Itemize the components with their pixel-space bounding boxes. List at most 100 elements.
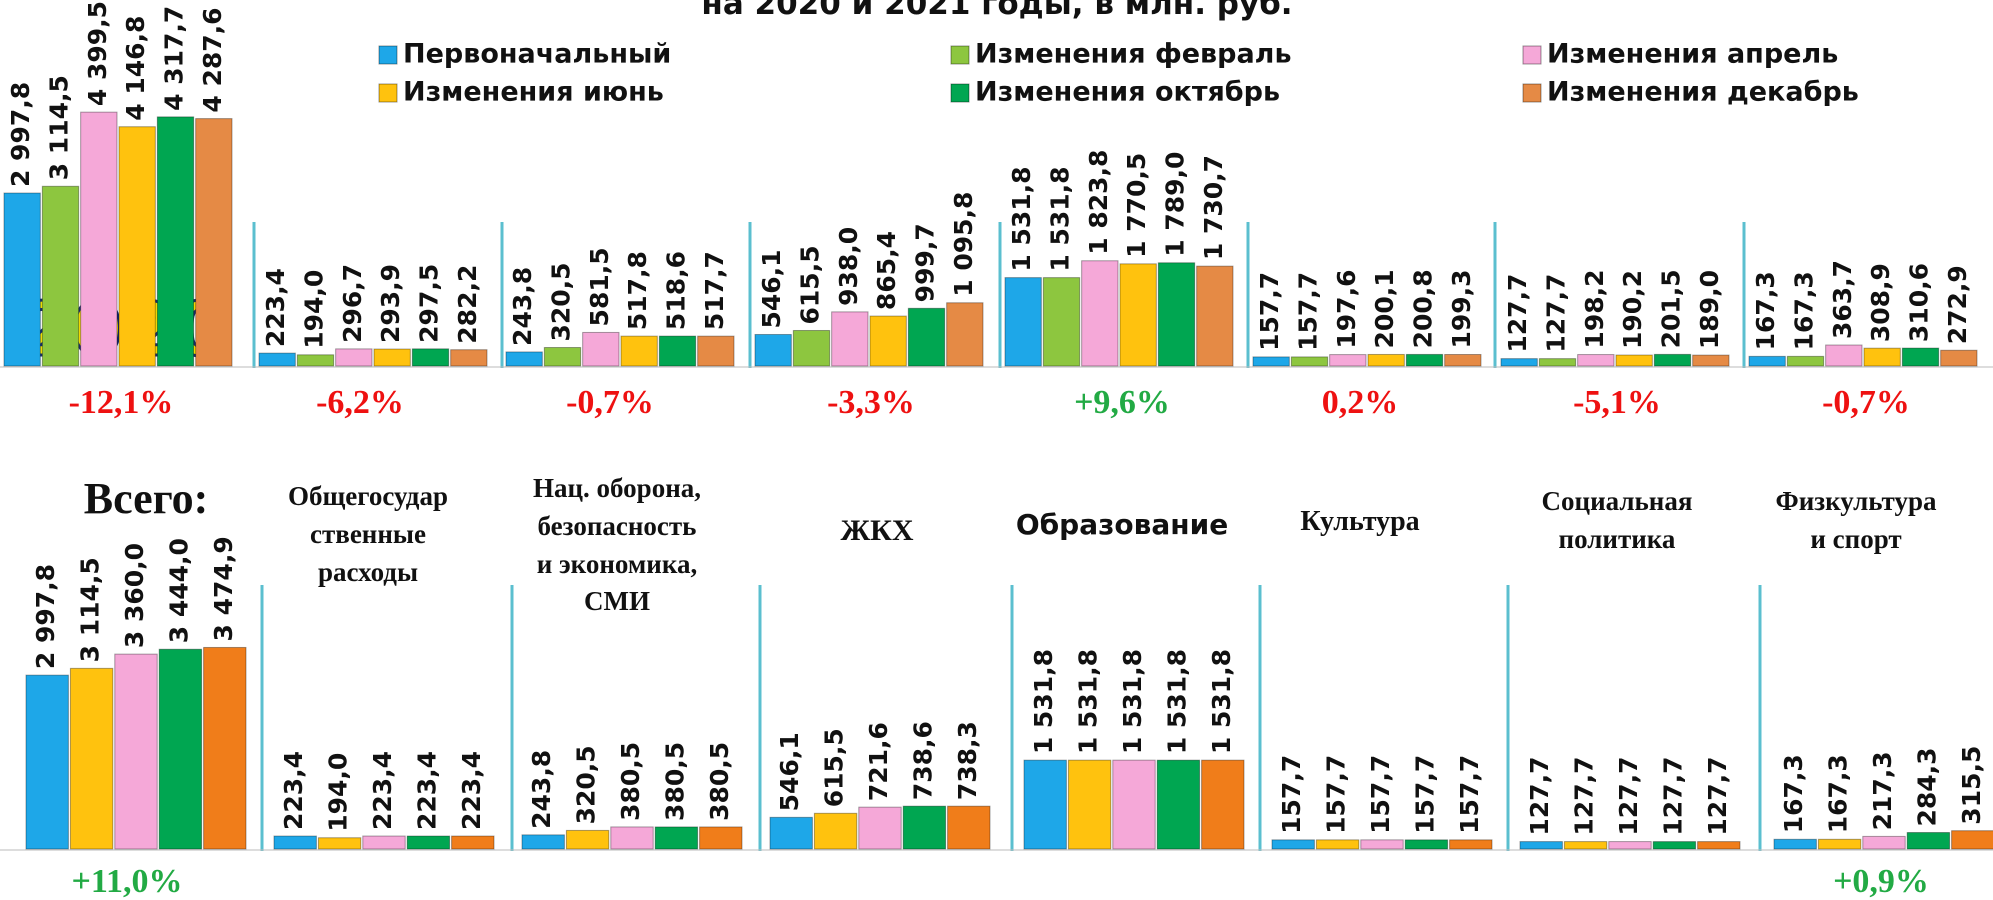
value-label: 1 095,8 <box>949 192 978 297</box>
bar <box>1818 839 1860 849</box>
value-label: 284,3 <box>1912 747 1941 826</box>
value-label: 199,3 <box>1447 269 1476 348</box>
bar <box>1120 264 1156 366</box>
value-label: 223,4 <box>279 751 308 830</box>
bar <box>793 330 829 366</box>
bar <box>611 827 653 849</box>
legend-label: Первоначальный <box>403 39 671 70</box>
bar <box>908 308 944 366</box>
value-label: 167,3 <box>1824 754 1853 833</box>
bar <box>506 352 542 366</box>
change-annotation: +9,6% <box>1074 384 1170 421</box>
bar <box>1330 355 1366 366</box>
value-label: 167,3 <box>1779 754 1808 833</box>
bar <box>1564 842 1606 849</box>
bar <box>70 668 112 849</box>
value-label: 127,7 <box>1503 274 1532 353</box>
bar <box>700 827 742 849</box>
value-label: 1 531,8 <box>1162 649 1191 754</box>
bar <box>26 675 68 849</box>
bar <box>363 836 405 849</box>
bar <box>1578 355 1614 366</box>
value-label: 157,7 <box>1294 272 1323 351</box>
value-label: 4 146,8 <box>121 16 150 121</box>
value-label: 3 114,5 <box>45 75 74 180</box>
legend-swatch <box>1523 84 1541 102</box>
value-label: 320,5 <box>572 745 601 824</box>
legend-label: Изменения февраль <box>975 39 1292 70</box>
value-label: 320,5 <box>547 262 576 341</box>
bar <box>274 836 316 849</box>
bar <box>1952 831 1993 849</box>
value-label: 157,7 <box>1277 755 1306 834</box>
value-label: 243,8 <box>527 750 556 829</box>
bar <box>1539 359 1575 366</box>
change-annotation: 0,2% <box>1322 384 1399 421</box>
value-label: 315,5 <box>1957 746 1986 825</box>
bar <box>544 348 580 366</box>
value-label: 310,6 <box>1905 263 1934 342</box>
bar <box>659 336 695 366</box>
bar <box>1405 840 1447 849</box>
bar <box>407 836 449 849</box>
bar <box>1368 354 1404 366</box>
value-label: 1 531,8 <box>1007 166 1036 271</box>
value-label: 272,9 <box>1943 265 1972 344</box>
change-annotation: -0,7% <box>1822 384 1910 421</box>
bar <box>1902 348 1938 366</box>
bar <box>374 349 410 366</box>
bar <box>1941 350 1977 366</box>
value-label: 2 997,8 <box>6 82 35 187</box>
value-label: 157,7 <box>1410 755 1439 834</box>
value-label: 546,1 <box>775 732 804 811</box>
bar <box>1654 354 1690 366</box>
bar <box>832 312 868 366</box>
value-label: 293,9 <box>376 264 405 343</box>
value-label: 1 730,7 <box>1199 155 1228 260</box>
value-label: 4 287,6 <box>198 7 227 112</box>
legend-swatch <box>951 46 969 64</box>
value-label: 197,6 <box>1332 270 1361 349</box>
value-label: 223,4 <box>368 751 397 830</box>
bar <box>1157 760 1199 849</box>
change-annotation: -3,3% <box>827 384 915 421</box>
value-label: 517,8 <box>623 251 652 330</box>
value-label: 3 114,5 <box>76 557 105 662</box>
bar <box>81 112 117 366</box>
bar <box>1693 355 1729 366</box>
bar <box>412 349 448 366</box>
bar <box>1749 356 1785 366</box>
category-label: Образование <box>1016 505 1228 544</box>
bar <box>115 654 157 849</box>
value-label: 999,7 <box>911 223 940 302</box>
value-label: 380,5 <box>705 742 734 821</box>
bar <box>522 835 564 849</box>
bar <box>1787 356 1823 366</box>
value-label: 296,7 <box>338 264 367 343</box>
value-label: 127,7 <box>1614 757 1643 836</box>
value-label: 223,4 <box>457 751 486 830</box>
value-label: 223,4 <box>412 751 441 830</box>
bar <box>452 836 494 849</box>
bar <box>698 336 734 366</box>
value-label: 4 399,5 <box>83 1 112 106</box>
value-label: 363,7 <box>1828 260 1857 339</box>
value-label: 1 531,8 <box>1207 649 1236 754</box>
change-annotation: +11,0% <box>72 863 183 900</box>
category-label: ЖКХ <box>840 510 913 552</box>
value-label: 127,7 <box>1542 274 1571 353</box>
bar <box>770 817 812 849</box>
bar <box>1445 355 1481 366</box>
bar <box>1616 355 1652 366</box>
bar <box>1113 760 1155 849</box>
change-annotation: -12,1% <box>69 384 174 421</box>
bar <box>903 806 945 849</box>
bar <box>1774 839 1816 849</box>
bar <box>259 353 295 366</box>
bar <box>1450 840 1492 849</box>
bar <box>583 332 619 366</box>
legend-label: Изменения октябрь <box>975 77 1280 108</box>
bar <box>297 355 333 366</box>
value-label: 127,7 <box>1703 757 1732 836</box>
bar <box>948 806 990 849</box>
